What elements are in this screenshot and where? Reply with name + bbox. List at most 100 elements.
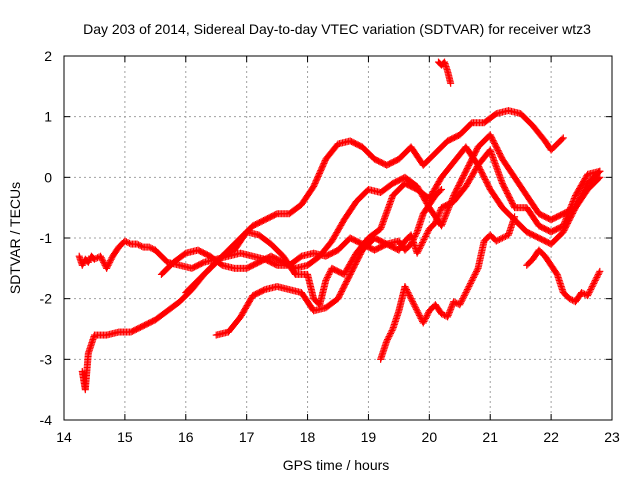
data-point <box>494 236 502 244</box>
data-point <box>460 292 468 300</box>
data-point <box>438 185 446 193</box>
data-point <box>442 210 450 218</box>
y-tick-label: -2 <box>40 291 53 307</box>
data-point <box>415 310 423 318</box>
data-point <box>100 258 108 266</box>
data-point <box>445 310 453 318</box>
data-point <box>92 254 100 262</box>
data-point <box>103 264 111 272</box>
x-tick-label: 22 <box>543 429 559 445</box>
data-point <box>418 239 426 247</box>
data-point <box>383 336 391 344</box>
data-point <box>444 207 452 215</box>
data-point <box>444 311 452 319</box>
data-point <box>419 319 427 327</box>
data-point <box>401 283 409 291</box>
data-point <box>567 295 575 303</box>
data-point <box>468 276 476 284</box>
data-point <box>470 272 478 280</box>
y-tick-labels: -4 -3 -2 -1 0 1 2 <box>40 48 53 428</box>
data-point <box>99 257 107 265</box>
data-point <box>569 198 577 206</box>
data-point <box>561 219 569 227</box>
series-trace-2 <box>151 185 446 272</box>
data-point <box>433 216 441 224</box>
series-trace-3 <box>78 107 567 394</box>
data-point <box>447 305 455 313</box>
data-point <box>596 167 604 175</box>
data-point <box>591 276 599 284</box>
data-point <box>420 236 428 244</box>
data-point <box>560 220 568 228</box>
data-point <box>434 211 442 219</box>
data-point <box>387 330 395 338</box>
data-point <box>388 327 396 335</box>
data-point <box>418 240 426 248</box>
data-point <box>562 214 570 222</box>
data-point <box>441 213 449 221</box>
data-point <box>415 246 423 254</box>
x-tick-label: 23 <box>604 429 620 445</box>
data-point <box>85 257 93 265</box>
data-point <box>466 281 474 289</box>
data-point <box>416 243 424 251</box>
data-point <box>585 289 593 297</box>
series-trace-1 <box>75 237 159 272</box>
data-point <box>103 263 111 271</box>
data-point <box>587 284 595 292</box>
data-point <box>404 289 412 297</box>
data-point <box>584 292 592 300</box>
data-point <box>411 302 419 310</box>
data-point <box>106 258 114 266</box>
data-point <box>466 280 474 287</box>
data-point <box>579 289 587 297</box>
data-point <box>414 308 422 316</box>
data-point <box>492 237 500 245</box>
data-point <box>457 299 465 307</box>
data-point <box>436 208 444 216</box>
data-point <box>586 287 594 295</box>
data-point <box>409 299 417 307</box>
data-point <box>421 234 429 242</box>
data-point <box>590 280 598 287</box>
series-trace-4 <box>157 131 604 278</box>
data-point <box>497 235 505 243</box>
data-point <box>465 283 473 291</box>
data-point <box>564 211 572 219</box>
data-point <box>587 286 595 294</box>
data-point <box>439 311 447 319</box>
data-point <box>424 310 432 318</box>
data-point <box>445 308 453 316</box>
data-point <box>403 286 410 294</box>
x-tick-label: 18 <box>300 429 316 445</box>
data-point <box>421 316 429 324</box>
data-point <box>562 216 570 224</box>
data-point <box>439 219 447 227</box>
series-trace-7 <box>377 213 519 363</box>
data-point <box>565 208 573 216</box>
data-point <box>407 295 415 303</box>
data-point <box>416 313 424 321</box>
data-point <box>324 272 332 280</box>
data-point <box>402 284 410 292</box>
data-point <box>323 275 331 283</box>
data-point <box>463 286 471 294</box>
x-tick-label: 19 <box>361 429 377 445</box>
data-point <box>559 222 567 230</box>
data-point <box>84 258 92 266</box>
data-point <box>323 273 331 281</box>
data-point <box>595 269 603 277</box>
data-point <box>442 211 450 219</box>
data-point <box>423 229 431 237</box>
data-point <box>145 243 153 251</box>
x-tick-label: 21 <box>482 429 498 445</box>
data-point <box>107 255 115 263</box>
data-point <box>420 317 428 325</box>
data-point <box>122 238 130 246</box>
x-tick-label: 15 <box>117 429 133 445</box>
data-point <box>558 135 566 143</box>
data-point <box>412 229 420 237</box>
data-point <box>450 298 458 306</box>
data-point <box>90 255 98 263</box>
data-point <box>590 278 598 286</box>
